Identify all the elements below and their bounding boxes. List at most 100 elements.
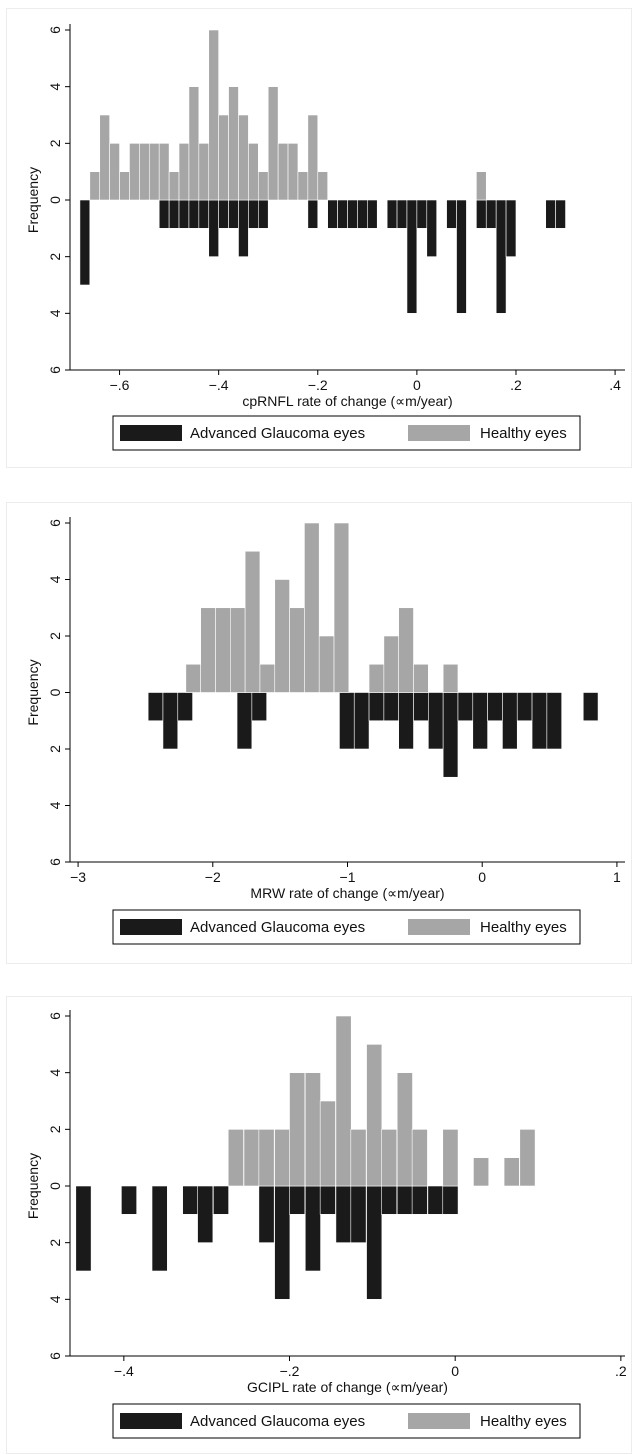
y-tick-label: 4 <box>47 801 63 809</box>
advanced-bar <box>546 692 562 750</box>
advanced-bar <box>516 692 533 722</box>
x-tick-label: .2 <box>615 1363 627 1379</box>
x-tick-label: .4 <box>609 377 621 393</box>
y-tick-label: 2 <box>47 139 63 147</box>
healthy-bar <box>307 114 319 201</box>
x-tick-label: 0 <box>413 377 421 393</box>
x-axis-label: MRW rate of change (∝m/year) <box>250 885 444 901</box>
healthy-bar <box>258 1129 275 1187</box>
advanced-bar <box>319 1185 336 1215</box>
healthy-bar <box>289 1072 306 1187</box>
advanced-bar <box>121 1185 137 1215</box>
legend-swatch-healthy <box>408 425 470 441</box>
advanced-bar <box>339 692 355 750</box>
healthy-bar <box>442 663 459 693</box>
legend: Advanced Glaucoma eyes Healthy eyes <box>112 1403 581 1439</box>
y-tick-label: 6 <box>47 26 63 34</box>
legend-label-advanced: Advanced Glaucoma eyes <box>190 425 365 442</box>
advanced-bar <box>428 692 444 750</box>
healthy-bar <box>230 607 246 693</box>
healthy-bar <box>335 1015 352 1187</box>
y-axis-label: Frequency <box>25 167 41 233</box>
x-tick-label: −1 <box>340 869 356 885</box>
advanced-bar <box>406 199 418 314</box>
advanced-bar <box>427 1185 444 1215</box>
advanced-bar <box>411 1185 428 1215</box>
advanced-bar <box>381 1185 398 1215</box>
legend: Advanced Glaucoma eyes Healthy eyes <box>112 415 581 451</box>
healthy-bar <box>274 1129 291 1187</box>
x-tick-label: −.2 <box>280 1363 300 1379</box>
y-tick-label: 0 <box>47 196 63 204</box>
advanced-bar <box>413 692 429 722</box>
advanced-bar <box>188 199 200 229</box>
advanced-bar <box>416 199 428 229</box>
legend-label-advanced: Advanced Glaucoma eyes <box>190 1413 365 1430</box>
healthy-bar <box>287 143 299 201</box>
legend-label-healthy: Healthy eyes <box>480 425 567 442</box>
healthy-bar <box>243 1129 260 1187</box>
chart-panel-3: 6 4 2 0 2 4 6 −.4 −.2 0 .2 GCIPL rate of change (∝m… <box>25 1010 627 1439</box>
healthy-bar <box>304 522 320 693</box>
legend-box <box>112 1403 581 1439</box>
legend-label-healthy: Healthy eyes <box>480 1413 567 1430</box>
advanced-bar <box>353 692 370 750</box>
advanced-bar <box>485 199 497 229</box>
advanced-bar <box>147 692 164 722</box>
advanced-bar <box>531 692 548 750</box>
advanced-bar <box>582 692 599 722</box>
healthy-bar <box>248 143 259 201</box>
x-tick-label: −.6 <box>110 377 130 393</box>
y-tick-label: 4 <box>47 83 63 91</box>
healthy-bar <box>396 1072 413 1187</box>
healthy-bar <box>318 635 335 693</box>
legend-label-healthy: Healthy eyes <box>480 919 567 936</box>
advanced-bar <box>251 692 267 722</box>
x-tick-label: −2 <box>205 869 221 885</box>
panel-frame <box>6 8 632 468</box>
advanced-bar <box>476 199 487 229</box>
advanced-bar <box>198 199 210 229</box>
advanced-bar <box>236 692 253 750</box>
healthy-bar <box>473 1157 490 1187</box>
healthy-bar <box>319 1100 336 1187</box>
advanced-bar <box>396 1185 413 1215</box>
y-tick-label: 6 <box>47 858 63 866</box>
x-tick-label: 1 <box>613 869 621 885</box>
healthy-bar <box>267 86 279 201</box>
y-tick-label: 6 <box>47 366 63 374</box>
healthy-bar <box>277 143 289 201</box>
y-tick-label: 4 <box>47 575 63 583</box>
advanced-bar <box>248 199 259 229</box>
healthy-bar <box>274 579 290 693</box>
advanced-bar <box>442 1185 459 1215</box>
healthy-bar <box>244 550 261 693</box>
advanced-bar <box>327 199 338 229</box>
legend-swatch-advanced <box>120 919 182 935</box>
legend: Advanced Glaucoma eyes Healthy eyes <box>112 909 581 945</box>
y-tick-label: 6 <box>47 1352 63 1360</box>
healthy-bar <box>99 114 110 201</box>
legend-swatch-advanced <box>120 425 182 441</box>
healthy-bar <box>158 143 170 201</box>
y-tick-label: 2 <box>47 632 63 640</box>
healthy-bar <box>178 143 190 201</box>
healthy-bar <box>257 171 269 201</box>
healthy-bar <box>503 1157 520 1187</box>
y-tick-label: 2 <box>47 1125 63 1133</box>
healthy-bar <box>476 171 487 201</box>
legend-swatch-healthy <box>408 1413 470 1429</box>
healthy-bar <box>139 143 150 201</box>
healthy-bar <box>218 114 229 201</box>
healthy-bar <box>398 607 414 693</box>
healthy-bar <box>413 663 429 693</box>
healthy-bar <box>185 663 201 693</box>
x-tick-label: .2 <box>510 377 522 393</box>
y-tick-label: 2 <box>47 745 63 753</box>
y-tick-label: 4 <box>47 1295 63 1303</box>
chart-panel-1: 6 4 2 0 2 4 6 −.6 −.4 −.2 0 .2 .4 cpRNFL rate of chan… <box>25 24 625 451</box>
advanced-bar <box>383 692 399 722</box>
advanced-bar <box>208 199 219 257</box>
